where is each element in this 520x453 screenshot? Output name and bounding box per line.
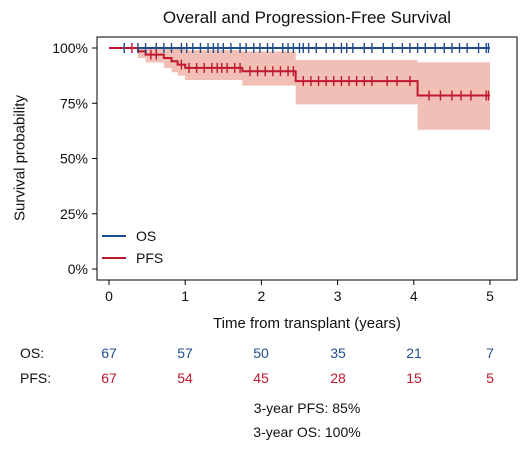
x-tick-label: 5 xyxy=(486,288,494,304)
x-tick-label: 1 xyxy=(181,288,189,304)
risk-pfs-3: 28 xyxy=(330,370,346,386)
risk-os-3: 35 xyxy=(330,345,346,361)
risk-os-4: 21 xyxy=(406,345,422,361)
legend-swatch-os xyxy=(102,235,126,237)
x-tick-label: 0 xyxy=(105,288,113,304)
risk-pfs-4: 15 xyxy=(406,370,422,386)
legend-item-pfs: PFS xyxy=(102,247,163,269)
legend-label-os: OS xyxy=(136,228,157,244)
risk-os-5: 7 xyxy=(486,345,494,361)
risk-pfs-0: 67 xyxy=(101,370,117,386)
legend-label-pfs: PFS xyxy=(136,250,164,266)
risk-os-1: 57 xyxy=(177,345,193,361)
y-tick-label: 25% xyxy=(60,206,88,222)
summary-os: 3-year OS: 100% xyxy=(253,424,361,440)
risk-row-label-os: OS: xyxy=(20,345,45,361)
summary-pfs: 3-year PFS: 85% xyxy=(253,400,361,416)
risk-row-label-pfs: PFS: xyxy=(20,370,52,386)
risk-os-0: 67 xyxy=(101,345,117,361)
x-axis-label: Time from transplant (years) xyxy=(213,315,401,332)
risk-pfs-1: 54 xyxy=(177,370,193,386)
y-tick-label: 50% xyxy=(60,151,88,167)
risk-pfs-5: 5 xyxy=(486,370,494,386)
risk-os-2: 50 xyxy=(253,345,269,361)
legend-swatch-pfs xyxy=(102,257,126,259)
legend: OS PFS xyxy=(102,225,163,269)
legend-item-os: OS xyxy=(102,225,163,247)
risk-pfs-2: 45 xyxy=(253,370,269,386)
x-tick-label: 2 xyxy=(258,288,266,304)
x-tick-label: 3 xyxy=(334,288,342,304)
x-tick-label: 4 xyxy=(410,288,418,304)
y-tick-label: 100% xyxy=(52,40,88,56)
y-tick-label: 0% xyxy=(68,261,88,277)
chart-title: Overall and Progression-Free Survival xyxy=(162,8,452,27)
y-tick-label: 75% xyxy=(60,95,88,111)
